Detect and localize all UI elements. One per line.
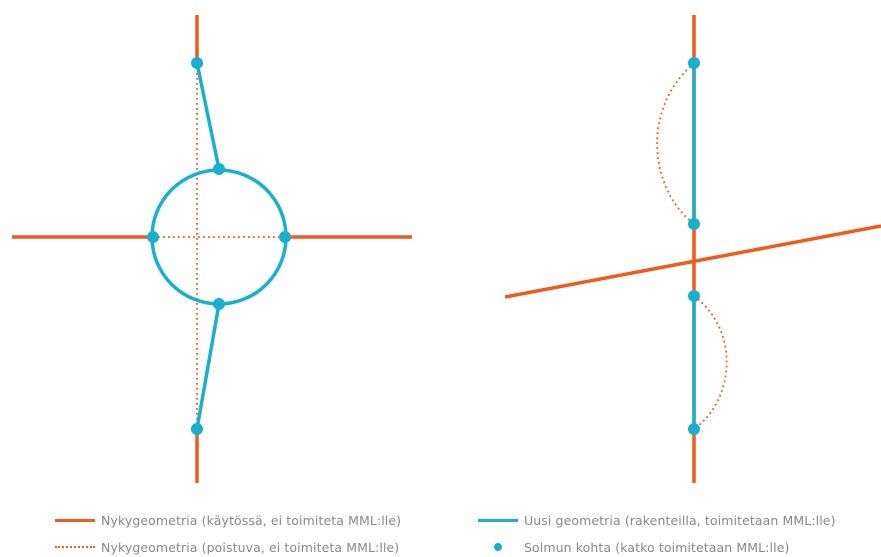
solid-orange-line-icon	[55, 518, 95, 522]
realignment-diagram	[504, 15, 881, 483]
node-point	[688, 57, 700, 69]
legend-label: Nykygeometria (käytössä, ei toimiteta MM…	[101, 512, 402, 528]
legend-new-geometry: Uusi geometria (rakenteilla, toimitetaan…	[478, 510, 836, 530]
legend-label: Solmun kohta (katko toimitetaan MML:lle)	[524, 539, 790, 555]
node-point	[688, 290, 700, 302]
legend-node-location: Solmun kohta (katko toimitetaan MML:lle)	[478, 537, 789, 557]
roundabout-diagram	[12, 15, 412, 483]
removed-road-curve-upper	[656, 62, 695, 225]
node-point	[688, 218, 700, 230]
new-connector-south	[195, 303, 221, 430]
new-connector-north	[195, 62, 221, 170]
legend-label: Uusi geometria (rakenteilla, toimitetaan…	[524, 512, 836, 528]
removed-road-curve-lower	[693, 295, 728, 430]
node-point	[688, 423, 700, 435]
node-point	[191, 423, 203, 435]
existing-road-diagonal	[504, 224, 881, 299]
node-point	[147, 231, 159, 243]
node-dot-icon	[494, 543, 502, 551]
node-point	[213, 298, 225, 310]
dotted-orange-line-icon	[55, 546, 95, 548]
legend-label: Nykygeometria (poistuva, ei toimiteta MM…	[101, 539, 400, 555]
node-point	[213, 163, 225, 175]
legend-existing-solid: Nykygeometria (käytössä, ei toimiteta MM…	[55, 510, 401, 530]
solid-blue-line-icon	[478, 518, 518, 522]
node-point	[191, 57, 203, 69]
node-point	[279, 231, 291, 243]
legend-existing-dotted: Nykygeometria (poistuva, ei toimiteta MM…	[55, 537, 399, 557]
